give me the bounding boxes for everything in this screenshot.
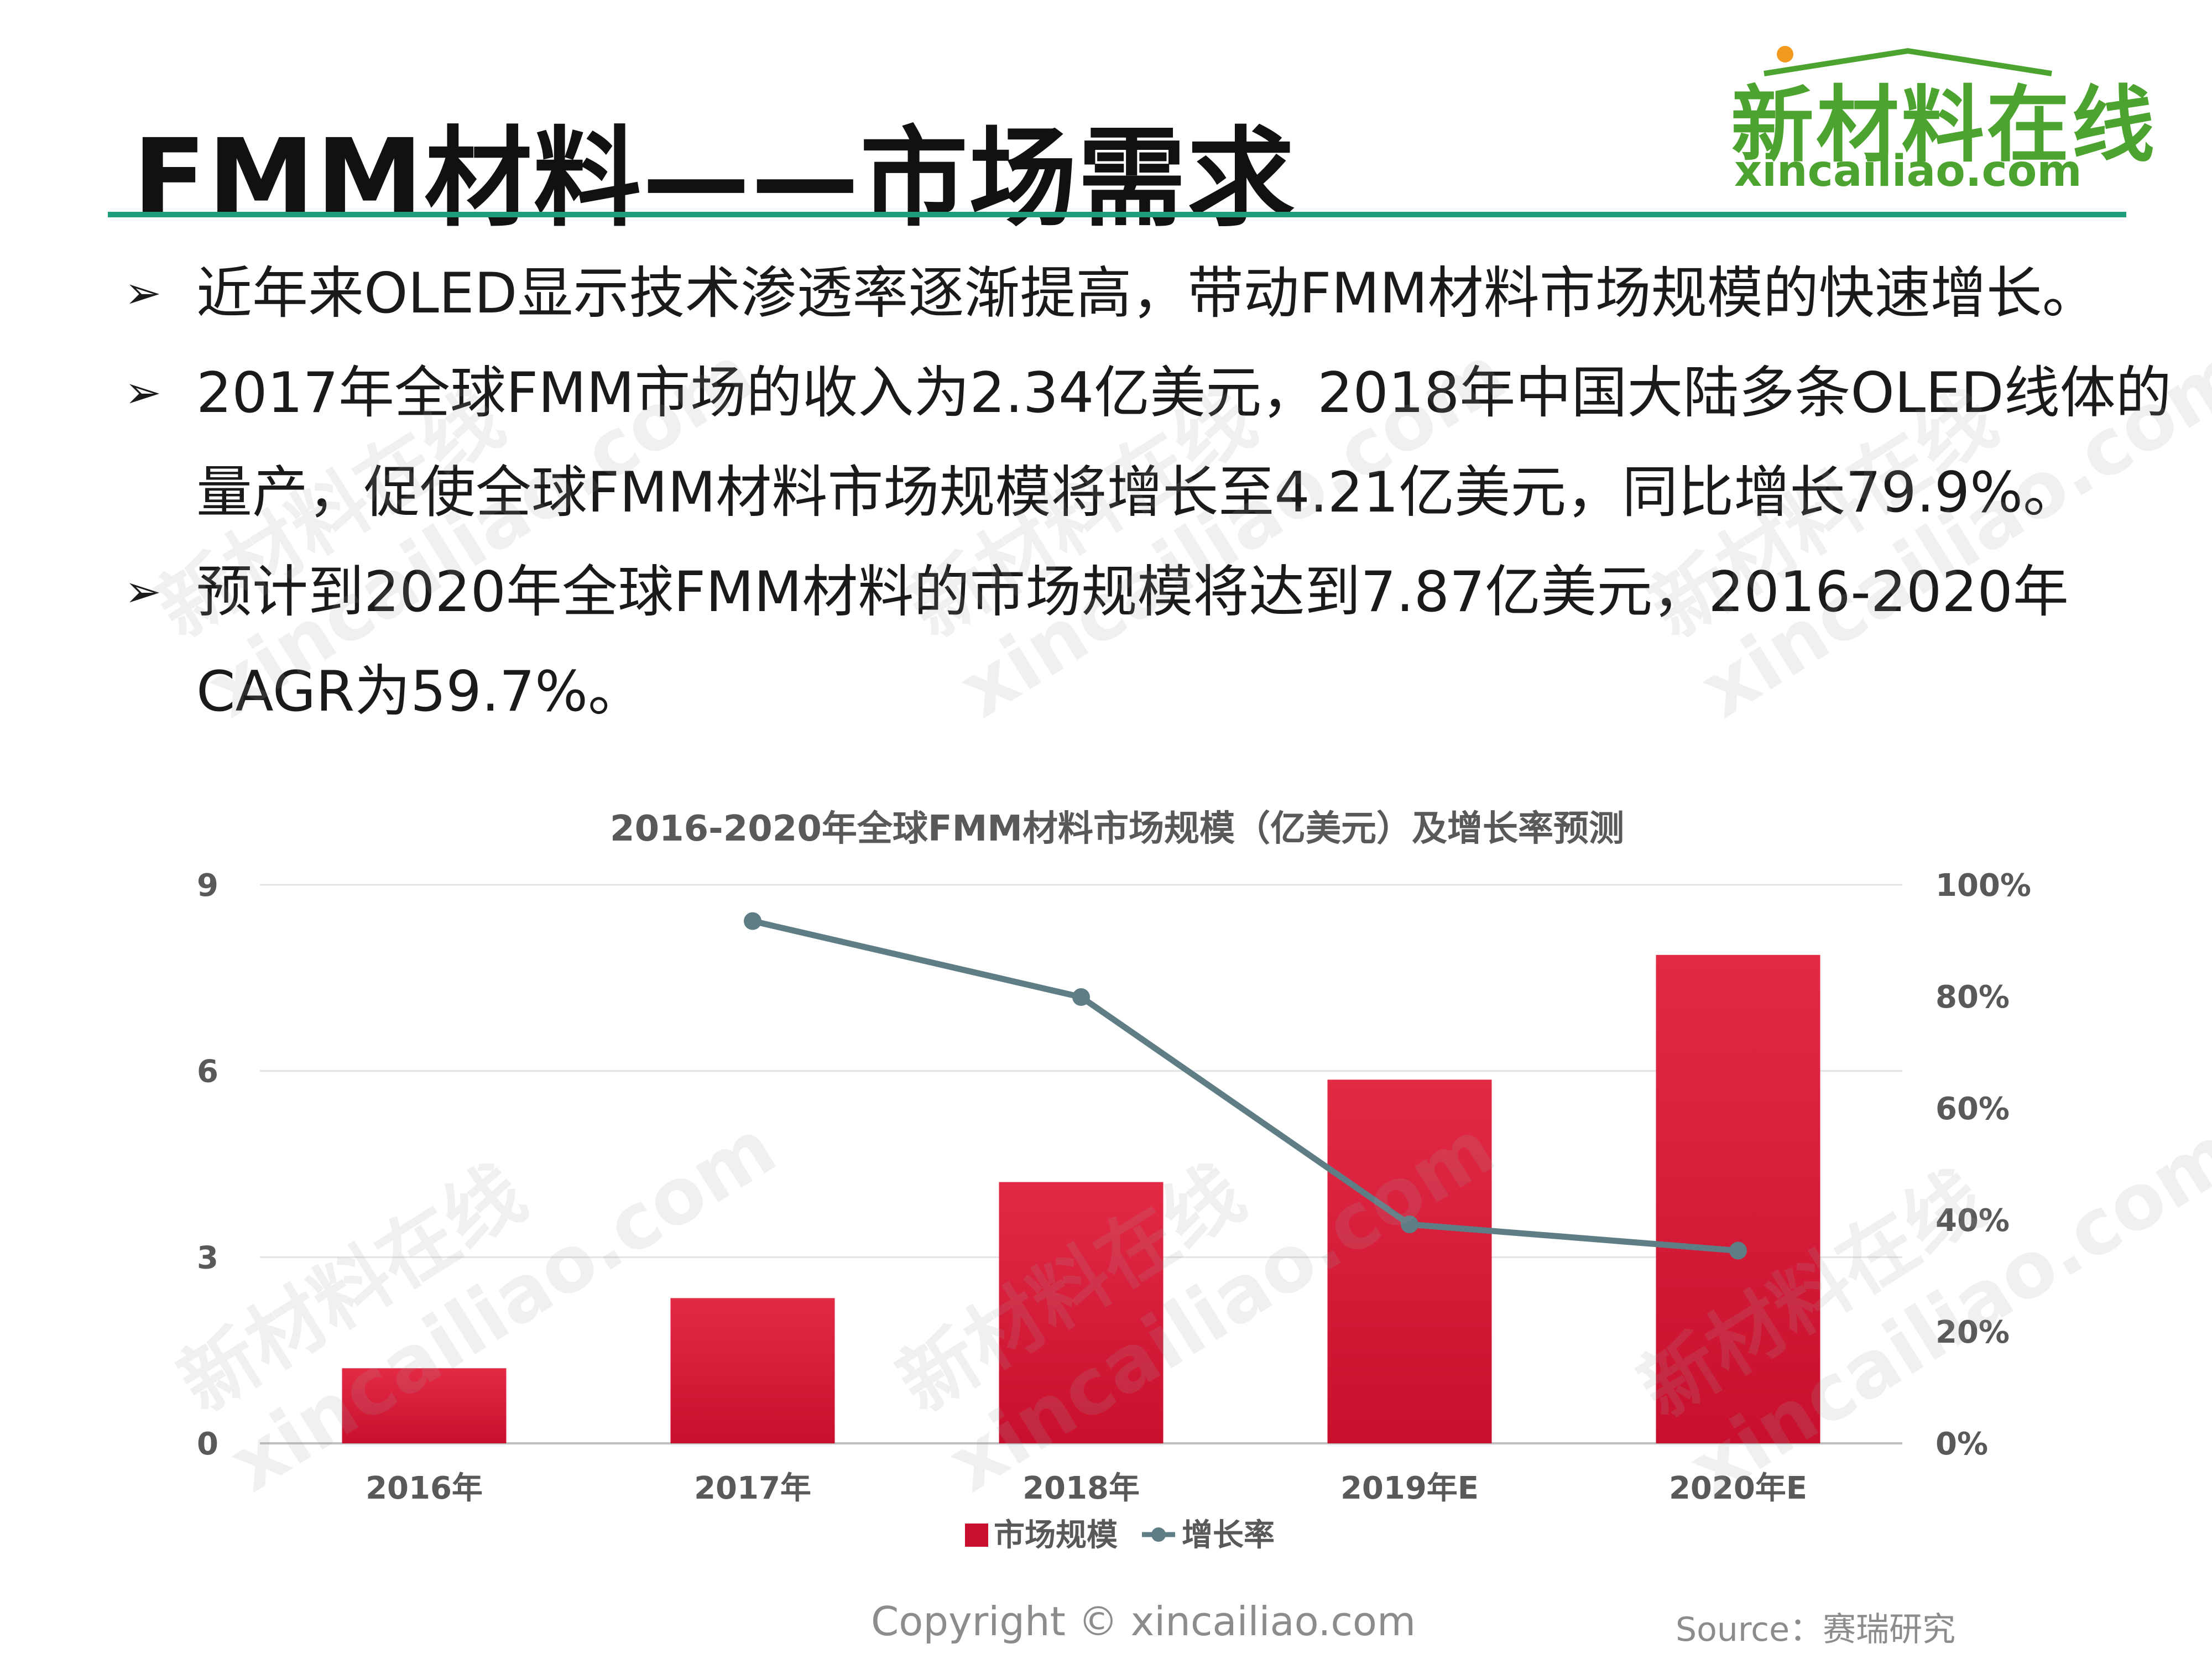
bullet-text: 预计到2020年全球FMM材料的市场规模将达到7.87亿美元，2016-2020… (196, 559, 2069, 724)
roof-icon (1764, 46, 2052, 76)
y-axis-right-tick-label: 20% (1936, 1314, 2010, 1350)
y-axis-right-tick-label: 0% (1936, 1426, 1988, 1462)
x-axis-tick-label: 2020年E (1669, 1470, 1807, 1506)
y-axis-right-tick-label: 40% (1936, 1203, 2010, 1239)
bar (342, 1368, 507, 1443)
bullet-item: ➢ 2017年全球FMM市场的收入为2.34亿美元，2018年中国大陆多条OLE… (124, 343, 2182, 542)
logo-url: xincailiao.com (1734, 147, 2082, 196)
bar (1656, 954, 1820, 1443)
bullet-text: 近年来OLED显示技术渗透率逐渐提高，带动FMM材料市场规模的快速增长。 (196, 260, 2098, 326)
bullet-text: 2017年全球FMM市场的收入为2.34亿美元，2018年中国大陆多条OLED线… (196, 360, 2172, 525)
bar (670, 1298, 835, 1443)
arrow-bullet-icon: ➢ (124, 367, 162, 418)
growth-rate-point (1401, 1215, 1418, 1234)
bullet-list: ➢ 近年来OLED显示技术渗透率逐渐提高，带动FMM材料市场规模的快速增长。 ➢… (124, 243, 2182, 741)
growth-rate-point (1729, 1241, 1747, 1260)
y-axis-right-tick-label: 80% (1936, 979, 2010, 1015)
source-text: Source：赛瑞研究 (1676, 1610, 1956, 1649)
page-title: FMM材料——市场需求 (133, 116, 1296, 241)
x-axis-tick-label: 2019年E (1340, 1470, 1479, 1506)
arrow-bullet-icon: ➢ (124, 267, 162, 319)
y-axis-right-tick-label: 100% (1936, 868, 2031, 904)
x-axis-tick-label: 2017年 (694, 1470, 811, 1506)
x-axis-tick-label: 2016年 (366, 1470, 483, 1506)
growth-rate-point (1072, 988, 1090, 1006)
y-axis-left-tick-label: 9 (197, 868, 218, 904)
x-axis-tick-label: 2018年 (1022, 1470, 1140, 1506)
arrow-bullet-icon: ➢ (124, 566, 162, 617)
legend-bar-swatch (965, 1524, 988, 1547)
brand-logo: 新材料在线 xincailiao.com (1731, 33, 2154, 199)
chart-title: 2016-2020年全球FMM材料市场规模（亿美元）及增长率预测 (610, 808, 1624, 849)
legend-label-growth-rate: 增长率 (1182, 1517, 1275, 1553)
growth-rate-line (752, 918, 1739, 1254)
y-axis-left-tick-label: 6 (197, 1054, 218, 1090)
growth-rate-point (744, 912, 761, 930)
copyright-text: Copyright © xincailiao.com (871, 1598, 1416, 1645)
bar (1327, 1079, 1492, 1443)
bar (999, 1182, 1164, 1443)
legend-label-market-size: 市场规模 (994, 1517, 1118, 1553)
market-size-chart: 2016-2020年全球FMM材料市场规模（亿美元）及增长率预测 0 3 6 9 0%… (197, 808, 2031, 1553)
logo-text: 新材料在线 (1731, 77, 2157, 174)
bullet-item: ➢ 近年来OLED显示技术渗透率逐渐提高，带动FMM材料市场规模的快速增长。 (124, 243, 2182, 343)
y-axis-left-tick-label: 3 (197, 1240, 218, 1276)
legend-point-swatch (1151, 1527, 1166, 1542)
y-axis-left-tick-label: 0 (197, 1426, 218, 1462)
y-axis-right-tick-label: 60% (1936, 1091, 2010, 1127)
title-divider (108, 212, 2126, 217)
bullet-item: ➢ 预计到2020年全球FMM材料的市场规模将达到7.87亿美元，2016-20… (124, 542, 2182, 741)
